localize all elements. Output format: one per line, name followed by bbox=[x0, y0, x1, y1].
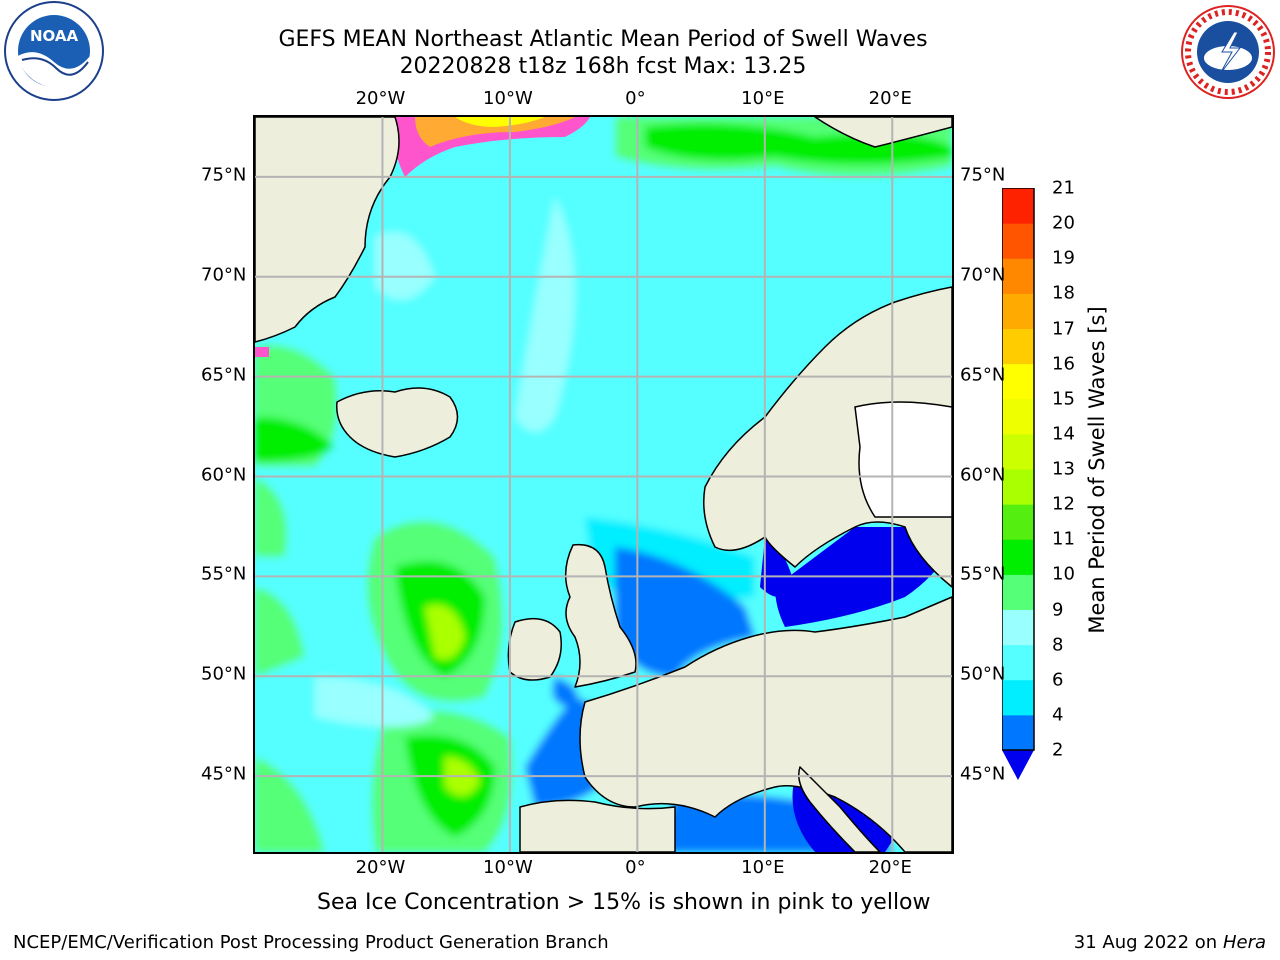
colorbar-tick-label: 20 bbox=[1052, 212, 1075, 234]
date-host-text: 31 Aug 2022 on Hera bbox=[1074, 932, 1266, 953]
colorbar-cell bbox=[1002, 469, 1034, 505]
lat-label-left: 75°N bbox=[201, 164, 247, 186]
colorbar-tick-label: 8 bbox=[1052, 634, 1064, 656]
iberia bbox=[519, 799, 676, 852]
lat-label-left: 45°N bbox=[201, 763, 247, 785]
colorbar-cell bbox=[1002, 223, 1034, 259]
lat-label-right: 60°N bbox=[960, 464, 1006, 485]
colorbar-cell bbox=[1002, 293, 1034, 329]
chart-title: GEFS MEAN Northeast Atlantic Mean Period… bbox=[278, 27, 928, 52]
colorbar-cell bbox=[1002, 679, 1034, 716]
sea-ice-field bbox=[255, 117, 590, 357]
host-name: Hera bbox=[1222, 932, 1266, 953]
colorbar-outline bbox=[1002, 188, 1035, 751]
svalbard bbox=[814, 117, 952, 148]
noaa-logo-icon: NOAA bbox=[4, 1, 104, 101]
colorbar-tick-label: 10 bbox=[1052, 563, 1075, 585]
national-weather-service-logo-icon bbox=[1181, 5, 1275, 99]
lat-label-right: 75°N bbox=[960, 164, 1006, 186]
colorbar-cell bbox=[1002, 714, 1034, 751]
lat-label-left: 60°N bbox=[201, 464, 247, 485]
great-britain bbox=[564, 543, 637, 688]
lat-label-right: 65°N bbox=[960, 364, 1006, 386]
lat-label-right: 45°N bbox=[960, 763, 1006, 785]
lat-label-right: 70°N bbox=[960, 264, 1006, 286]
lon-label-top: 10°W bbox=[483, 88, 533, 109]
credit-text: NCEP/EMC/Verification Post Processing Pr… bbox=[13, 932, 609, 953]
colorbar-cell bbox=[1002, 363, 1034, 400]
chart-subtitle: 20220828 t18z 168h fcst Max: 13.25 bbox=[399, 54, 807, 79]
colorbar-tick-label: 13 bbox=[1052, 458, 1075, 480]
colorbar-tick-label: 12 bbox=[1052, 493, 1075, 515]
lon-label-bottom: 20°E bbox=[868, 857, 912, 878]
colorbar-tick-label: 21 bbox=[1052, 177, 1075, 199]
lat-label-left: 50°N bbox=[201, 663, 247, 685]
lon-label-top: 0° bbox=[625, 88, 646, 109]
gridlines bbox=[255, 117, 952, 852]
noaa-logo-text: NOAA bbox=[30, 27, 79, 45]
lat-label-right: 50°N bbox=[960, 663, 1006, 685]
sea-ice-footnote: Sea Ice Concentration > 15% is shown in … bbox=[317, 890, 931, 915]
colorbar-under-triangle bbox=[1002, 750, 1034, 780]
lon-label-bottom: 0° bbox=[625, 857, 646, 878]
colorbar-cell bbox=[1002, 433, 1034, 470]
colorbar-tick-label: 15 bbox=[1052, 388, 1075, 410]
lon-label-bottom: 20°W bbox=[355, 857, 406, 878]
run-date: 31 Aug 2022 on bbox=[1073, 932, 1218, 953]
colorbar-tick-label: 6 bbox=[1052, 669, 1064, 691]
colorbar-tick-label: 16 bbox=[1052, 353, 1075, 375]
continental-europe bbox=[579, 596, 952, 852]
colorbar-cell bbox=[1002, 609, 1034, 646]
colorbar-tick-label: 4 bbox=[1052, 704, 1064, 726]
greenland bbox=[255, 117, 400, 343]
colorbar-tick-label: 11 bbox=[1052, 528, 1075, 550]
lon-label-top: 20°W bbox=[355, 88, 406, 109]
colorbar-tick-label: 17 bbox=[1052, 318, 1075, 339]
gulf-of-bothnia-missing bbox=[854, 401, 952, 518]
lat-label-left: 70°N bbox=[201, 264, 247, 286]
colorbar-cell bbox=[1002, 644, 1034, 681]
map-panel bbox=[253, 115, 954, 854]
colorbar-cell bbox=[1002, 504, 1034, 540]
colorbar-tick-label: 18 bbox=[1052, 282, 1075, 304]
colorbar-tick-label: 19 bbox=[1052, 247, 1075, 269]
lat-label-left: 65°N bbox=[201, 364, 247, 386]
ireland bbox=[507, 617, 562, 681]
lat-label-left: 55°N bbox=[201, 563, 247, 585]
colorbar-tick-label: 9 bbox=[1052, 599, 1064, 620]
colorbar-cell bbox=[1002, 328, 1034, 365]
colorbar-cell bbox=[1002, 258, 1034, 294]
lon-label-top: 10°E bbox=[741, 88, 785, 109]
colorbar-cell bbox=[1002, 398, 1034, 435]
colorbar-tick-label: 2 bbox=[1052, 739, 1064, 761]
colorbar-cell bbox=[1002, 188, 1034, 224]
lon-label-top: 20°E bbox=[868, 88, 912, 109]
colorbar-label: Mean Period of Swell Waves [s] bbox=[1085, 306, 1109, 634]
colorbar-cell bbox=[1002, 539, 1034, 575]
colorbar-cell bbox=[1002, 574, 1034, 610]
iceland bbox=[336, 387, 459, 458]
lon-label-bottom: 10°W bbox=[483, 857, 533, 878]
lon-label-bottom: 10°E bbox=[741, 857, 785, 878]
lat-label-right: 55°N bbox=[960, 563, 1006, 585]
swell-period-map bbox=[255, 117, 952, 852]
italy bbox=[798, 766, 881, 852]
colorbar-tick-label: 14 bbox=[1052, 423, 1075, 445]
colorbar bbox=[1002, 188, 1035, 780]
